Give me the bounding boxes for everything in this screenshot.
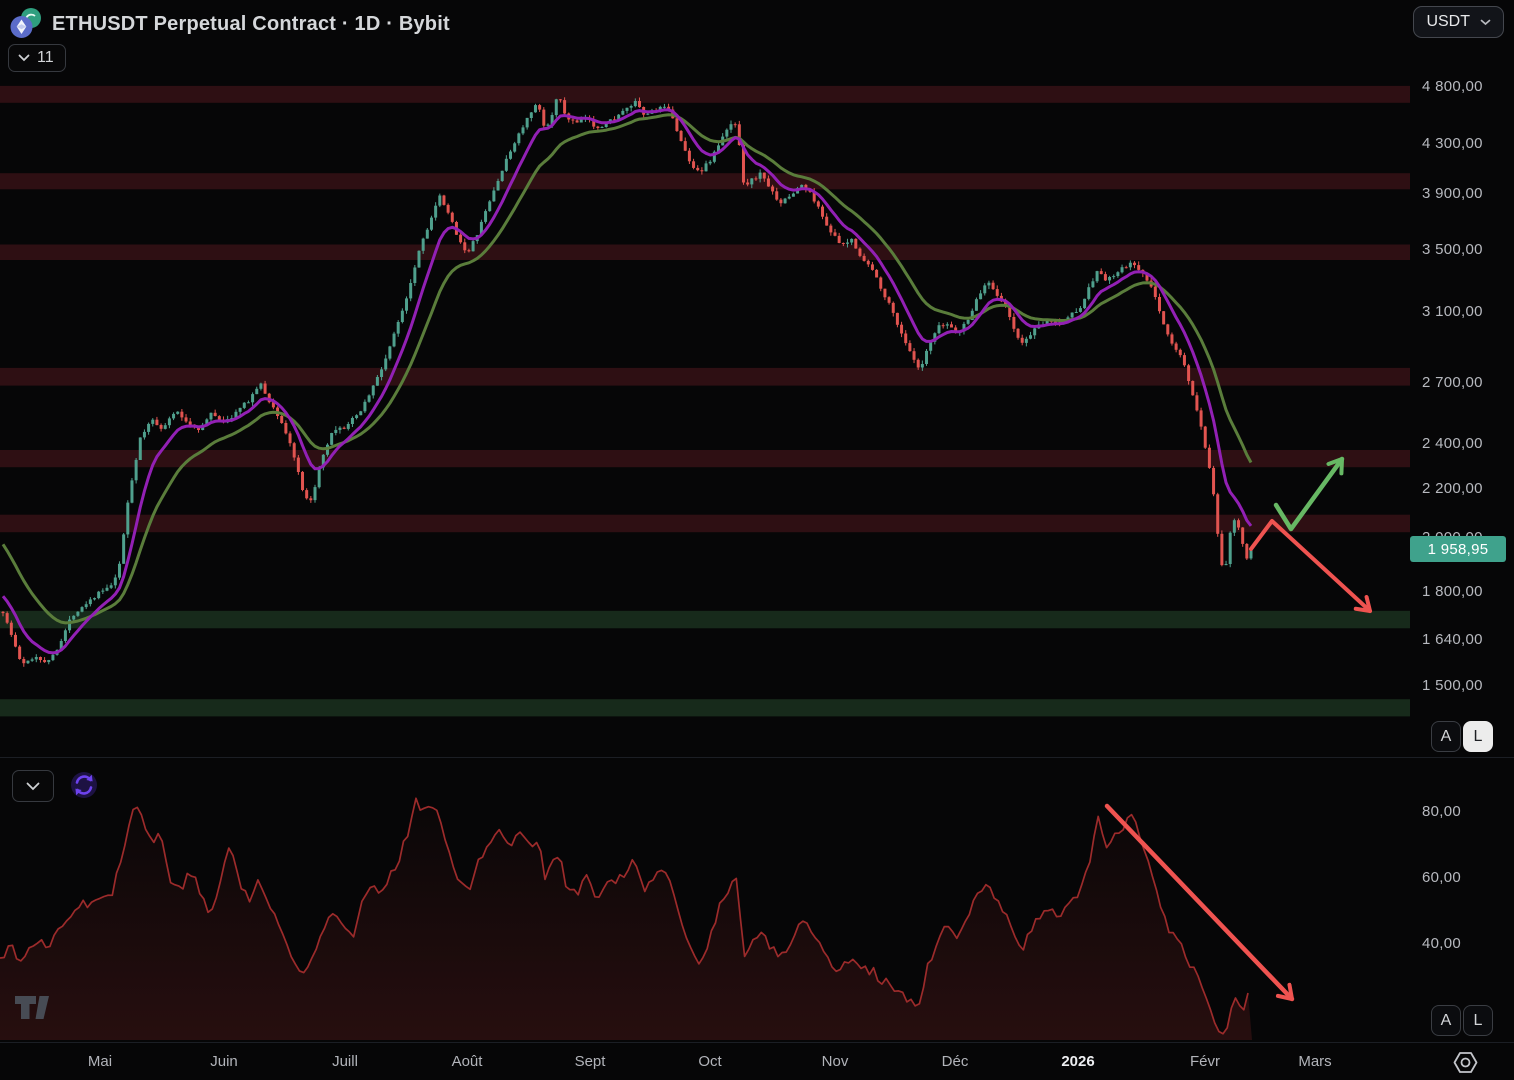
rsi-line (0, 797, 1249, 1035)
ema-fast-line (1, 108, 1253, 655)
price-tick-label: 1 800,00 (1422, 583, 1483, 600)
ema-slow-line (1, 113, 1253, 625)
rsi-red-down-arrow-annotation[interactable] (1104, 803, 1295, 1002)
tradingview-logo-icon[interactable] (14, 994, 56, 1022)
rsi-tick-label: 60,00 (1422, 869, 1462, 886)
supply-zone (0, 450, 1410, 468)
time-tick-label: Déc (941, 1053, 969, 1070)
price-tick-label: 2 200,00 (1422, 480, 1483, 497)
price-tick-label: 1 500,00 (1422, 677, 1483, 694)
price-tick-label: 4 800,00 (1422, 78, 1483, 95)
chevron-down-icon (26, 782, 40, 790)
rsi-area-fill (0, 798, 1252, 1040)
page-title[interactable]: ETHUSDT Perpetual Contract · 1D · Bybit (52, 12, 450, 35)
candlestick-series (1, 97, 1253, 667)
time-axis[interactable]: Mai Juin Juill Août Sept Oct Nov Déc 2026 Févr Mar… (0, 1043, 1514, 1080)
time-tick-label: Mars (1298, 1053, 1332, 1070)
price-tick-label: 4 300,00 (1422, 135, 1483, 152)
chevron-down-icon (1480, 19, 1491, 26)
supply-zone (0, 367, 1410, 386)
time-tick-label: 2026 (1061, 1053, 1095, 1070)
red-down-arrow-annotation[interactable] (1249, 519, 1372, 613)
time-tick-label: Août (451, 1053, 483, 1070)
time-tick-label: Nov (821, 1053, 849, 1070)
demand-zone (0, 699, 1410, 717)
time-tick-label: Sept (574, 1053, 606, 1070)
refresh-sync-icon[interactable] (70, 771, 98, 799)
indicator-collapse-button[interactable] (12, 770, 54, 802)
supply-zone (0, 514, 1410, 533)
price-tick-label: 3 100,00 (1422, 303, 1483, 320)
layers-count: 11 (37, 49, 54, 66)
rsi-tick-label: 40,00 (1422, 935, 1462, 952)
currency-selector[interactable]: USDT (1413, 6, 1504, 38)
rsi-tick-label: 80,00 (1422, 803, 1462, 820)
time-tick-label: Juin (210, 1053, 238, 1070)
layers-collapse-button[interactable]: 11 (8, 44, 66, 72)
time-tick-label: Oct (698, 1053, 722, 1070)
demand-zone (0, 610, 1410, 629)
time-tick-label: Mai (87, 1053, 113, 1070)
symbol-header: ETHUSDT Perpetual Contract · 1D · Bybit (10, 8, 450, 40)
price-zones (0, 85, 1410, 717)
green-up-arrow-annotation[interactable] (1273, 456, 1345, 532)
price-tick-label: 1 640,00 (1422, 631, 1483, 648)
price-tick-label: 3 500,00 (1422, 241, 1483, 258)
price-tick-label: 2 700,00 (1422, 374, 1483, 391)
chart-canvas[interactable] (0, 0, 1410, 1042)
main-pane-a-button[interactable]: A (1431, 721, 1461, 752)
pane-divider[interactable] (0, 757, 1514, 758)
supply-zone (0, 85, 1410, 103)
hexagon-settings-icon[interactable] (1452, 1049, 1479, 1076)
time-tick-label: Févr (1190, 1053, 1220, 1070)
last-price-badge: 1 958,95 (1410, 536, 1506, 562)
supply-zone (0, 244, 1410, 260)
price-tick-label: 2 400,00 (1422, 435, 1483, 452)
rsi-pane-a-button[interactable]: A (1431, 1005, 1461, 1036)
chevron-down-icon (18, 54, 30, 62)
rsi-pane-l-button[interactable]: L (1463, 1005, 1493, 1036)
price-tick-label: 3 900,00 (1422, 185, 1483, 202)
axis-divider (0, 1042, 1514, 1043)
currency-label: USDT (1426, 13, 1470, 30)
eth-coin-pair-icon (10, 8, 42, 40)
supply-zone (0, 173, 1410, 190)
time-tick-label: Juill (332, 1053, 358, 1070)
main-pane-l-button[interactable]: L (1463, 721, 1493, 752)
